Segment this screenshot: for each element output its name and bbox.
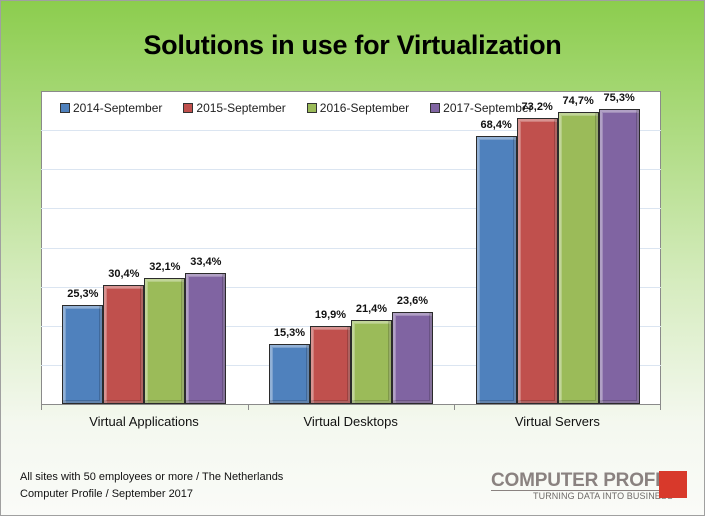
- bar: [62, 305, 104, 404]
- legend-swatch-icon: [306, 103, 317, 113]
- bar: [144, 278, 186, 404]
- data-label: 30,4%: [108, 268, 140, 281]
- logo-underline: [491, 490, 659, 491]
- x-axis-tick: [454, 404, 455, 410]
- legend-label: 2017-September: [443, 101, 533, 115]
- bar: [516, 117, 558, 404]
- logo-square-icon: [659, 471, 687, 498]
- legend-swatch-icon: [60, 103, 70, 113]
- legend-item: 2014-September: [60, 101, 162, 115]
- bar: [103, 285, 145, 404]
- gridline: [41, 208, 661, 209]
- legend-swatch-icon: [183, 103, 194, 113]
- logo-name: COMPUTER PROFILE: [491, 470, 685, 491]
- legend-item: 2015-September: [183, 101, 286, 115]
- bar: [269, 344, 310, 404]
- legend-item: 2016-September: [306, 101, 410, 115]
- x-axis-tick: [248, 404, 249, 410]
- legend-label: 2016-September: [319, 101, 410, 115]
- gridline: [41, 130, 661, 131]
- gridline: [41, 248, 661, 249]
- bar: [310, 326, 351, 404]
- data-label: 32,1%: [149, 261, 181, 274]
- bar: [392, 311, 433, 404]
- category-label: Virtual Applications: [89, 414, 199, 429]
- data-label: 25,3%: [67, 288, 99, 300]
- bar: [475, 136, 517, 404]
- legend-item: 2017-September: [430, 101, 533, 115]
- data-label: 33,4%: [190, 256, 222, 269]
- data-label: 19,9%: [314, 309, 347, 322]
- legend-label: 2014-September: [73, 101, 163, 115]
- x-axis-tick: [41, 404, 42, 410]
- logo-tagline: TURNING DATA INTO BUSINESS: [533, 491, 674, 501]
- category-label: Virtual Servers: [514, 414, 600, 429]
- company-logo: COMPUTER PROFILE TURNING DATA INTO BUSIN…: [491, 470, 691, 501]
- bar: [598, 109, 640, 404]
- legend: 2014-September 2015-September 2016-Septemb…: [60, 101, 554, 115]
- bar: [351, 320, 392, 404]
- x-axis-line: [41, 404, 661, 405]
- data-label: 74,7%: [562, 94, 594, 107]
- bar: [185, 273, 227, 404]
- data-label: 75,3%: [603, 92, 635, 105]
- x-axis-tick: [660, 404, 661, 410]
- data-label: 21,4%: [355, 303, 388, 316]
- gridline: [41, 169, 661, 170]
- footnote-source: Computer Profile / September 2017: [20, 488, 194, 500]
- bar: [557, 111, 599, 404]
- data-label: 23,6%: [396, 294, 429, 307]
- legend-swatch-icon: [430, 103, 441, 113]
- data-label: 15,3%: [273, 327, 306, 340]
- data-label: 68,4%: [480, 119, 512, 132]
- chart-title: Solutions in use for Virtualization: [143, 30, 562, 60]
- footnote-scope: All sites with 50 employees or more / Th…: [20, 471, 284, 483]
- data-label: 73,2%: [521, 100, 553, 113]
- gridline: [41, 287, 661, 288]
- category-label: Virtual Desktops: [303, 414, 398, 429]
- legend-label: 2015-September: [196, 101, 286, 115]
